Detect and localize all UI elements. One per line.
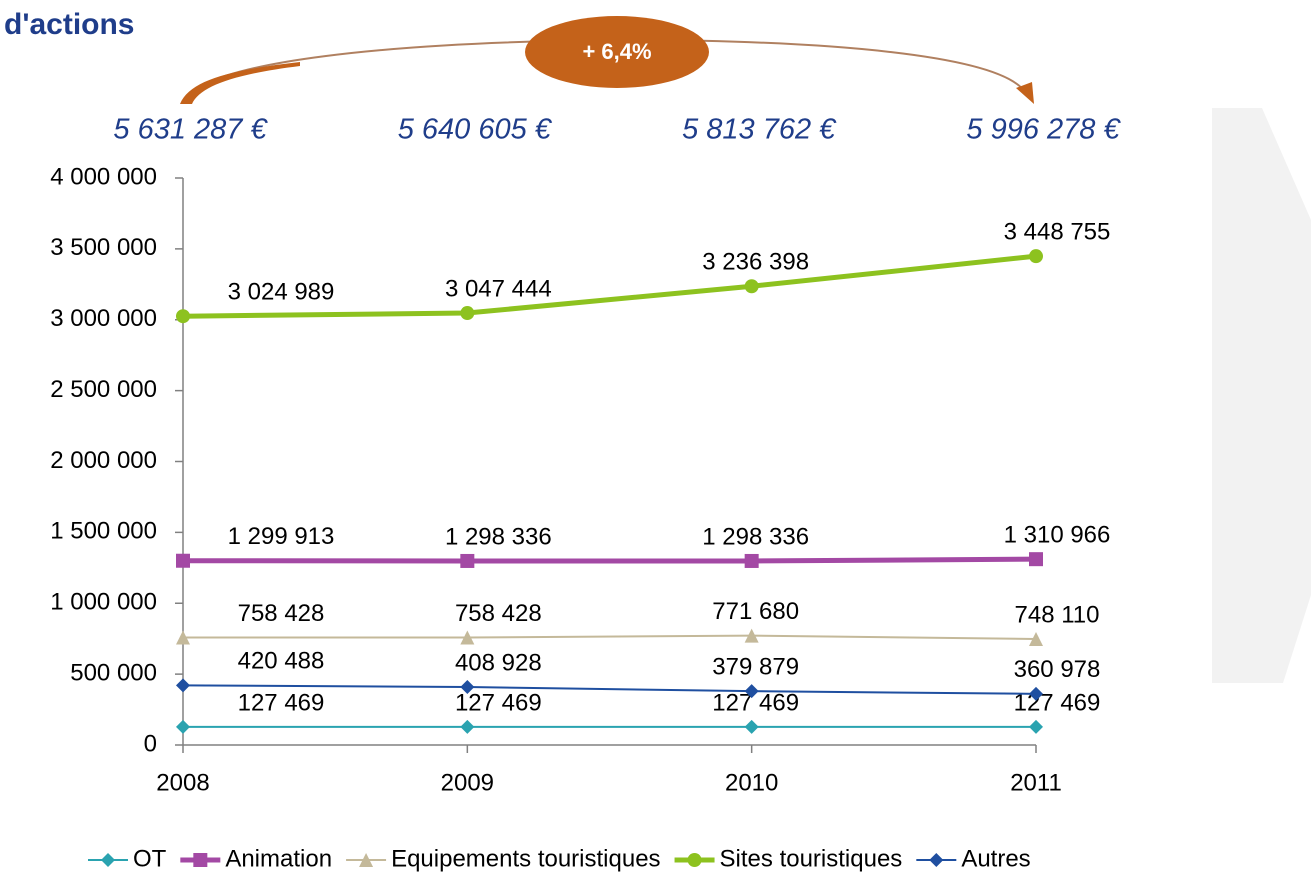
arrow-head xyxy=(1016,82,1034,104)
point xyxy=(1029,686,1043,701)
point xyxy=(176,719,190,734)
value-label: 127 469 xyxy=(455,689,542,716)
x-tick-label: 2009 xyxy=(441,769,494,796)
y-tick-label: 4 000 000 xyxy=(50,163,157,190)
value-label: 771 680 xyxy=(712,598,799,625)
chart-title: d'actions xyxy=(4,8,135,41)
y-tick-label: 1 000 000 xyxy=(50,589,157,616)
value-label: 379 879 xyxy=(712,653,799,680)
series-line xyxy=(182,684,1037,695)
legend-marker xyxy=(687,853,702,867)
point xyxy=(1029,719,1043,734)
y-tick-label: 1 500 000 xyxy=(50,518,157,545)
point xyxy=(460,680,475,695)
side-panel xyxy=(1212,108,1311,683)
legend-marker xyxy=(193,853,208,867)
y-tick-label: 2 500 000 xyxy=(50,376,157,403)
total-label: 5 631 287 € xyxy=(113,114,268,146)
point xyxy=(460,719,475,734)
y-tick-label: 0 xyxy=(144,730,157,757)
legend-marker xyxy=(359,853,374,867)
legend-label: Equipements touristiques xyxy=(391,845,660,872)
value-label: 420 488 xyxy=(238,648,325,675)
total-label: 5 640 605 € xyxy=(398,114,553,146)
value-label: 360 978 xyxy=(1014,656,1101,683)
point xyxy=(176,630,190,645)
legend-label: OT xyxy=(133,845,167,872)
value-label: 3 047 444 xyxy=(445,275,552,302)
x-tick-label: 2008 xyxy=(156,769,209,796)
value-label: 3 448 755 xyxy=(1004,218,1111,245)
point xyxy=(744,553,759,568)
value-label: 1 299 913 xyxy=(228,523,335,550)
point xyxy=(460,553,475,568)
y-tick-label: 500 000 xyxy=(70,659,157,686)
arrow-tail xyxy=(180,62,300,104)
series-line xyxy=(182,253,1037,319)
point xyxy=(176,553,190,568)
point xyxy=(460,630,475,645)
value-label: 1 310 966 xyxy=(1004,522,1111,549)
value-label: 3 024 989 xyxy=(228,279,335,306)
value-label: 127 469 xyxy=(238,689,325,716)
badge-text: + 6,4% xyxy=(582,39,651,64)
point xyxy=(744,684,759,699)
series-line xyxy=(183,634,1037,640)
point xyxy=(744,628,759,643)
legend-label: Sites touristiques xyxy=(720,845,903,872)
value-label: 758 428 xyxy=(238,600,325,627)
value-label: 3 236 398 xyxy=(702,249,809,276)
value-label: 748 110 xyxy=(1015,601,1100,628)
value-label: 1 298 336 xyxy=(445,523,552,550)
point xyxy=(1029,552,1043,567)
legend-marker xyxy=(101,853,115,867)
value-label: 1 298 336 xyxy=(702,523,809,550)
total-label: 5 813 762 € xyxy=(682,114,837,146)
point xyxy=(744,719,759,734)
value-label: 408 928 xyxy=(455,649,542,676)
legend-marker xyxy=(929,853,944,867)
point xyxy=(460,306,475,321)
x-tick-label: 2010 xyxy=(725,769,778,796)
point xyxy=(744,279,759,294)
x-tick-label: 2011 xyxy=(1010,769,1062,796)
legend-label: Autres xyxy=(961,845,1030,872)
y-tick-label: 2 000 000 xyxy=(50,447,157,474)
badge xyxy=(525,16,709,88)
point xyxy=(1029,249,1043,264)
point xyxy=(1029,631,1043,646)
legend-label: Animation xyxy=(225,845,332,872)
value-label: 758 428 xyxy=(455,600,542,627)
y-tick-label: 3 000 000 xyxy=(50,305,157,332)
y-tick-label: 3 500 000 xyxy=(50,234,157,261)
point xyxy=(176,309,190,324)
series-line xyxy=(182,556,1037,564)
total-label: 5 996 278 € xyxy=(966,114,1121,146)
point xyxy=(176,678,190,693)
